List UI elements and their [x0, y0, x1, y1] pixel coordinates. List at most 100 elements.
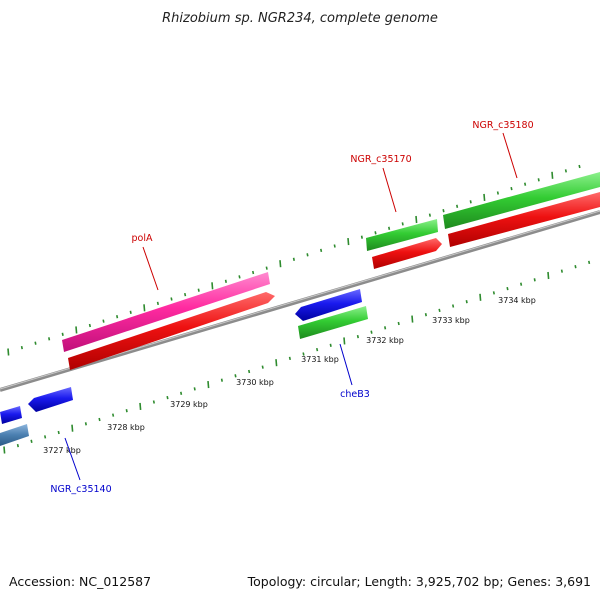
lower-tick: [71, 424, 74, 432]
lower-tick: [492, 291, 495, 295]
lower-tick: [193, 387, 196, 391]
scale-labels: 3727 kbp 3728 kbp 3729 kbp 3730 kbp 3731 kbp…: [43, 296, 536, 455]
lower-tick: [384, 326, 387, 330]
callout-ngr-c35180: [502, 132, 518, 179]
scale-label: 3733 kbp: [432, 316, 470, 325]
lower-tick: [288, 356, 291, 361]
gene-label-ngr-c35170: NGR_c35170: [350, 154, 411, 165]
cds-ngr-c35180[interactable]: [448, 192, 600, 247]
cds-pola[interactable]: [68, 292, 275, 370]
upper-tick: [279, 260, 282, 268]
scale-label: 3730 kbp: [236, 378, 274, 387]
upper-tick: [88, 323, 91, 328]
gene-label-ngr-c35140: NGR_c35140: [50, 484, 111, 495]
lower-tick: [152, 400, 155, 404]
upper-tick: [428, 213, 431, 217]
cds-cheb3[interactable]: [298, 306, 368, 339]
upper-tick: [510, 186, 513, 191]
lower-tick: [166, 395, 169, 400]
gene-label-ngr-c35180: NGR_c35180: [472, 120, 533, 131]
lower-tick: [424, 313, 427, 317]
lower-tick: [438, 308, 441, 313]
upper-tick: [578, 164, 581, 169]
lower-tick: [329, 343, 332, 347]
lower-tick: [520, 282, 523, 286]
lower-tick: [234, 374, 237, 378]
scale-label: 3729 kbp: [170, 400, 208, 409]
upper-tick: [265, 266, 268, 270]
lower-tick: [560, 269, 563, 273]
gene-ngr-c35180[interactable]: [443, 172, 600, 229]
upper-tick: [252, 270, 255, 275]
lower-tick: [16, 443, 19, 448]
gene-ngr-c35140-b[interactable]: [28, 387, 73, 412]
upper-tick: [388, 226, 391, 230]
upper-tick: [143, 304, 146, 312]
upper-tick: [170, 297, 173, 301]
lower-tick: [84, 422, 87, 426]
lower-tick: [506, 286, 509, 291]
callout-ngr-c35170: [382, 167, 397, 213]
upper-tick: [129, 310, 132, 314]
upper-tick: [374, 231, 377, 235]
lower-tick: [275, 359, 278, 367]
lower-tick: [533, 278, 536, 282]
upper-tick: [184, 292, 187, 297]
lower-tick: [452, 304, 455, 308]
genome-summary-text: Topology: circular; Length: 3,925,702 bp…: [247, 574, 591, 589]
gene-ngr-c35130[interactable]: [0, 424, 29, 446]
upper-tick: [483, 193, 486, 201]
tick-row-lower: [3, 260, 591, 454]
accession-text: Accession: NC_012587: [9, 574, 151, 589]
upper-tick: [415, 215, 418, 224]
tick-row-upper: [7, 164, 581, 356]
gene-cheb3[interactable]: [295, 289, 362, 321]
cds-ngr-c35170[interactable]: [372, 238, 442, 269]
upper-tick: [551, 171, 554, 179]
gene-ngr-c35170[interactable]: [366, 219, 438, 251]
lower-tick: [356, 334, 359, 339]
upper-tick: [238, 275, 241, 279]
upper-tick: [360, 235, 363, 239]
upper-tick: [469, 200, 472, 204]
lower-tick: [98, 417, 101, 422]
upper-tick: [61, 332, 64, 336]
lower-tick: [465, 300, 468, 304]
lower-tick: [220, 378, 223, 382]
lower-tick: [112, 413, 115, 417]
lower-tick: [588, 260, 591, 265]
upper-tick: [537, 178, 540, 182]
upper-tick: [333, 244, 336, 248]
upper-tick: [292, 257, 295, 261]
lower-tick: [57, 430, 60, 435]
upper-tick: [524, 182, 527, 186]
gene-ngr-c35140[interactable]: [0, 406, 22, 424]
upper-tick: [456, 204, 459, 208]
upper-tick: [34, 341, 37, 345]
lower-tick: [44, 435, 47, 439]
upper-tick: [20, 345, 23, 350]
scale-label: 3731 kbp: [301, 355, 339, 364]
lower-tick: [30, 439, 33, 443]
scale-label: 3727 kbp: [43, 446, 81, 455]
upper-tick: [211, 282, 214, 290]
lower-tick: [574, 265, 577, 269]
upper-tick: [224, 279, 227, 283]
lower-tick: [248, 369, 251, 374]
upper-tick: [347, 238, 350, 246]
lower-tick: [261, 365, 264, 369]
callout-cheb3: [339, 343, 353, 386]
map-title: Rhizobium sp. NGR234, complete genome: [162, 11, 438, 26]
lower-tick: [3, 446, 6, 454]
lower-tick: [479, 293, 482, 301]
upper-tick: [306, 253, 309, 257]
lower-tick: [316, 347, 319, 352]
callout-pola: [142, 246, 159, 291]
upper-tick: [7, 348, 10, 356]
lower-tick: [125, 409, 128, 413]
gene-label-pola: polA: [132, 233, 153, 244]
upper-tick: [197, 288, 200, 292]
lower-tick: [302, 352, 305, 356]
gene-pola[interactable]: [62, 272, 270, 352]
